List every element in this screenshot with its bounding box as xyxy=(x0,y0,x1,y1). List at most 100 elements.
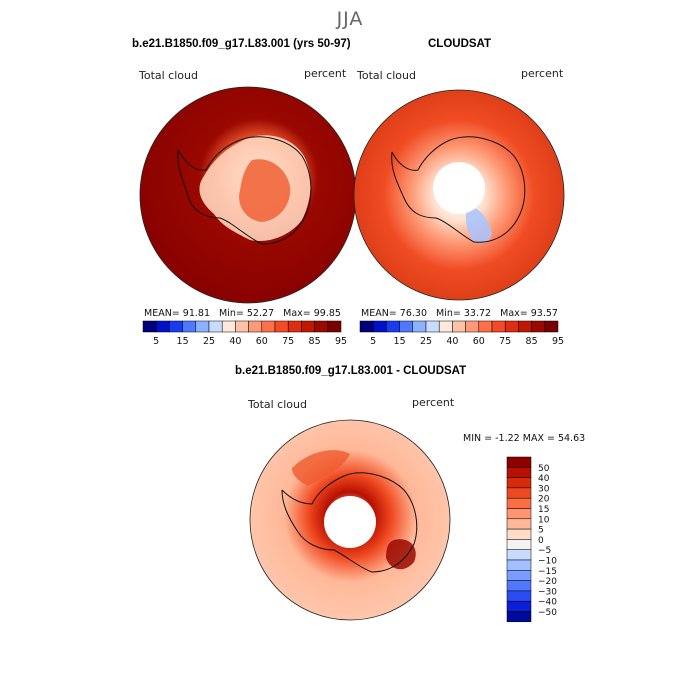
model-colorbar-tick-label: 40 xyxy=(229,336,241,347)
model-map-title: b.e21.B1850.f09_g17.L83.001 (yrs 50-97) xyxy=(132,38,351,50)
diff-polar-map xyxy=(249,419,451,621)
obs-colorbar-tick-label: 95 xyxy=(552,336,564,347)
model-colorbar-tick-label: 15 xyxy=(177,336,189,347)
diff-colorbar-box xyxy=(506,518,532,530)
model-min-value: 52.27 xyxy=(246,308,275,319)
diff-colorbar-box xyxy=(506,528,532,540)
diff-colorbar-box xyxy=(506,539,532,550)
obs-colorbar-box xyxy=(452,320,466,333)
diff-colorbar-tick-label: 10 xyxy=(538,515,550,525)
diff-colorbar-tick-label: −40 xyxy=(538,598,557,608)
model-colorbar-box xyxy=(261,320,276,333)
diff-colorbar-box xyxy=(506,549,532,561)
model-colorbar-tick-label: 85 xyxy=(309,336,321,347)
obs-colorbar-tick-label: 75 xyxy=(499,336,511,347)
obs-mean-value: 76.30 xyxy=(399,308,427,319)
obs-colorbar-tick-label: 85 xyxy=(526,336,538,347)
model-colorbar-box xyxy=(327,320,342,333)
diff-max-value: 54.63 xyxy=(557,433,586,444)
obs-colorbar-box xyxy=(386,320,400,333)
model-colorbar-tick-label: 75 xyxy=(282,336,294,347)
diff-min-value: -1.22 xyxy=(495,433,520,444)
model-colorbar-tick-label: 95 xyxy=(335,336,347,347)
model-max-label: Max= xyxy=(283,308,311,319)
diff-colorbar-box xyxy=(506,570,532,581)
model-stats: MEAN= 91.81 Min= 52.27 Max= 99.85 xyxy=(144,308,341,319)
diff-max-label: MAX = xyxy=(522,433,555,444)
diff-colorbar-box xyxy=(506,477,532,489)
diff-colorbar-tick-label: 20 xyxy=(538,495,550,505)
obs-colorbar-box xyxy=(544,320,559,333)
obs-min-value: 33.72 xyxy=(463,308,492,319)
diff-colorbar-tick-label: 40 xyxy=(538,474,550,484)
model-colorbar-tick-label: 25 xyxy=(203,336,215,347)
diff-stats: MIN = -1.22 MAX = 54.63 xyxy=(463,433,585,444)
obs-colorbar-box xyxy=(491,320,506,333)
model-colorbar-box xyxy=(221,320,236,333)
obs-colorbar-box xyxy=(359,320,374,333)
diff-colorbar-box xyxy=(506,580,532,592)
model-colorbar-box xyxy=(182,320,197,333)
model-colorbar-box xyxy=(142,320,157,333)
obs-max-label: Max= xyxy=(500,308,528,319)
diff-colorbar-tick-label: 0 xyxy=(538,536,544,546)
model-colorbar-box xyxy=(235,320,249,333)
obs-map-units: percent xyxy=(521,67,564,80)
obs-colorbar-box xyxy=(425,320,440,333)
obs-max-value: 93.57 xyxy=(530,308,558,319)
obs-colorbar-box xyxy=(518,320,532,333)
obs-colorbar-box xyxy=(372,320,387,333)
obs-colorbar-box xyxy=(465,320,480,333)
model-colorbar-tick-label: 5 xyxy=(153,336,159,347)
model-max-value: 99.85 xyxy=(313,308,341,319)
diff-colorbar-tick-label: 15 xyxy=(538,505,549,515)
diff-colorbar-box xyxy=(506,467,532,478)
obs-colorbar-tick-label: 25 xyxy=(420,336,432,347)
obs-colorbar-box xyxy=(478,320,493,333)
model-colorbar-box xyxy=(208,320,223,333)
diff-colorbar-box xyxy=(506,559,532,571)
obs-min-label: Min= xyxy=(436,308,461,319)
model-colorbar-box xyxy=(301,320,315,333)
model-colorbar-box xyxy=(287,320,302,333)
obs-stats: MEAN= 76.30 Min= 33.72 Max= 93.57 xyxy=(361,308,558,319)
season-title: JJA xyxy=(336,8,364,30)
obs-map-title: CLOUDSAT xyxy=(428,38,492,50)
model-polar-map xyxy=(139,86,357,304)
obs-colorbar-tick-label: 60 xyxy=(473,336,485,347)
obs-map-variable: Total cloud xyxy=(357,69,416,82)
obs-mean-label: MEAN= xyxy=(361,308,397,319)
obs-colorbar-box xyxy=(438,320,453,333)
diff-colorbar-tick-label: 30 xyxy=(538,484,550,494)
model-min-label: Min= xyxy=(219,308,244,319)
diff-colorbar-tick-label: −20 xyxy=(538,577,557,587)
model-colorbar: 5 15 25 40 60 75 85 95 xyxy=(142,320,347,347)
model-mean-value: 91.81 xyxy=(182,308,210,319)
diff-map-title: b.e21.B1850.f09_g17.L83.001 - CLOUDSAT xyxy=(235,365,467,377)
model-colorbar-box xyxy=(248,320,263,333)
diff-colorbar-box xyxy=(506,600,532,612)
diff-colorbar-tick-label: 5 xyxy=(538,526,544,536)
obs-colorbar-box xyxy=(399,320,414,333)
model-colorbar-box xyxy=(195,320,210,333)
diff-colorbar-tick-label: −50 xyxy=(538,608,557,618)
diff-map-variable: Total cloud xyxy=(248,398,307,411)
obs-colorbar-box xyxy=(412,320,427,333)
model-colorbar-box xyxy=(274,320,289,333)
diff-colorbar-tick-label: −30 xyxy=(538,587,557,597)
diff-colorbar-tick-label: −5 xyxy=(538,546,551,556)
diff-map-units: percent xyxy=(412,396,455,409)
diff-colorbar-tick-label: 50 xyxy=(538,464,550,474)
model-colorbar-box xyxy=(169,320,183,333)
diff-min-label: MIN = xyxy=(463,433,493,444)
obs-colorbar-box xyxy=(504,320,519,333)
model-colorbar-box xyxy=(155,320,170,333)
obs-colorbar-tick-label: 40 xyxy=(446,336,458,347)
obs-colorbar: 5 15 25 40 60 75 85 95 xyxy=(359,320,564,347)
obs-colorbar-tick-label: 5 xyxy=(370,336,376,347)
obs-colorbar-tick-label: 15 xyxy=(394,336,406,347)
model-map-units: percent xyxy=(304,67,347,80)
obs-polar-map xyxy=(353,89,565,301)
